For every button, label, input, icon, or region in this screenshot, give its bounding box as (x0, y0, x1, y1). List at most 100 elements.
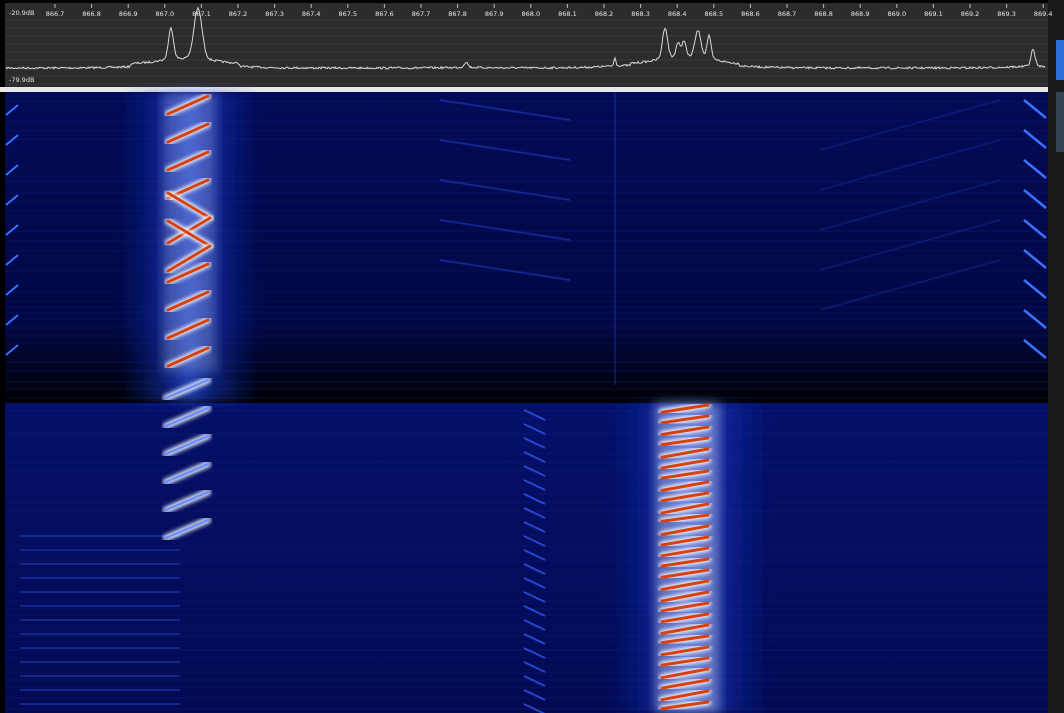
lower-chirp (523, 535, 546, 547)
freq-label: 868.2 (595, 10, 614, 18)
edge-chirp (5, 194, 19, 206)
scroll-thumb[interactable] (1056, 92, 1064, 152)
freq-label: 869.2 (961, 10, 980, 18)
chirp (660, 579, 710, 591)
freq-label: 868.3 (631, 10, 650, 18)
edge-chirp (5, 134, 19, 146)
lower-chirp (523, 675, 546, 687)
lower-chirp (523, 521, 546, 533)
chirp (164, 378, 210, 400)
chirp (166, 150, 210, 172)
edge-chirp (5, 314, 19, 326)
freq-label: 867.0 (155, 10, 174, 18)
lower-chirp (523, 703, 546, 713)
faint-chirp (439, 99, 571, 121)
freq-label: 868.5 (704, 10, 723, 18)
lower-chirp (523, 409, 546, 421)
chirp (166, 244, 212, 273)
freq-label: 867.8 (448, 10, 467, 18)
freq-label: 867.4 (302, 10, 321, 18)
freq-label: 867.6 (375, 10, 394, 18)
lower-chirp (523, 451, 546, 463)
freq-label: 866.9 (119, 10, 138, 18)
chirp (164, 406, 210, 428)
chirp (660, 491, 710, 503)
lower-chirp (523, 563, 546, 575)
chirp (660, 634, 710, 645)
chirp (660, 557, 710, 568)
spectrum-panel (5, 3, 1048, 87)
freq-label: 868.9 (851, 10, 870, 18)
chirp (660, 546, 710, 558)
chirp (660, 645, 710, 657)
freq-label: 869.0 (887, 10, 906, 18)
chirp (166, 290, 210, 312)
chirp (660, 568, 710, 579)
chirp (660, 667, 710, 680)
splitter[interactable] (0, 87, 1064, 92)
spectrum-trace (5, 6, 1046, 70)
freq-label: 869.3 (997, 10, 1016, 18)
edge-chirp (1023, 99, 1047, 119)
faint-chirp (439, 219, 571, 241)
ref-top-label: -20.9dB (9, 9, 34, 17)
faint-chirp (819, 179, 1001, 231)
freq-label: 867.3 (265, 10, 284, 18)
edge-chirp (1023, 129, 1047, 149)
chirp (660, 656, 710, 667)
chirp (164, 434, 210, 456)
freq-label: 866.7 (46, 10, 65, 18)
chirp (660, 590, 710, 603)
freq-label: 867.5 (338, 10, 357, 18)
lower-chirp (523, 577, 546, 589)
chirp (660, 403, 710, 414)
chirp (660, 535, 710, 547)
chirp (660, 678, 710, 690)
side-button[interactable] (1056, 40, 1064, 80)
chirp (660, 502, 710, 515)
freq-label: 867.2 (229, 10, 248, 18)
lower-chirp (523, 689, 546, 701)
chirp (164, 490, 210, 512)
edge-chirp (5, 104, 19, 116)
faint-chirp (439, 259, 571, 281)
freq-label: 868.6 (741, 10, 760, 18)
lower-chirp (523, 605, 546, 617)
chirp (166, 318, 210, 340)
lower-chirp (523, 633, 546, 645)
freq-label: 868.7 (778, 10, 797, 18)
lower-chirp (523, 647, 546, 659)
chirp (660, 458, 710, 470)
faint-chirp (819, 99, 1001, 151)
ref-bottom-label: -79.9dB (9, 76, 34, 84)
lower-chirp (523, 661, 546, 673)
chirp (164, 462, 210, 484)
chirp (660, 436, 710, 447)
edge-chirp (1023, 159, 1047, 179)
freq-label: 868.4 (668, 10, 687, 18)
faint-chirp (819, 259, 1001, 311)
freq-label: 868.8 (814, 10, 833, 18)
chirp (660, 601, 710, 613)
chirp (166, 122, 210, 144)
freq-label: 869.1 (924, 10, 943, 18)
freq-label: 867.1 (192, 10, 211, 18)
freq-label: 868.0 (521, 10, 540, 18)
chirp (660, 612, 710, 624)
chirp (660, 513, 710, 523)
chirp (660, 480, 710, 492)
faint-chirp (819, 219, 1001, 271)
freq-label: 869.4 (1034, 10, 1053, 18)
edge-chirp (5, 284, 19, 296)
chirp (660, 700, 710, 711)
lower-chirp (523, 619, 546, 631)
chirp (660, 524, 710, 537)
chirp (660, 447, 710, 459)
freq-label: 868.1 (558, 10, 577, 18)
chirp (166, 262, 210, 284)
chirp (166, 94, 210, 116)
edge-chirp (5, 254, 19, 266)
edge-chirp (1023, 279, 1047, 299)
chirp (660, 425, 710, 436)
edge-chirp (5, 164, 19, 176)
